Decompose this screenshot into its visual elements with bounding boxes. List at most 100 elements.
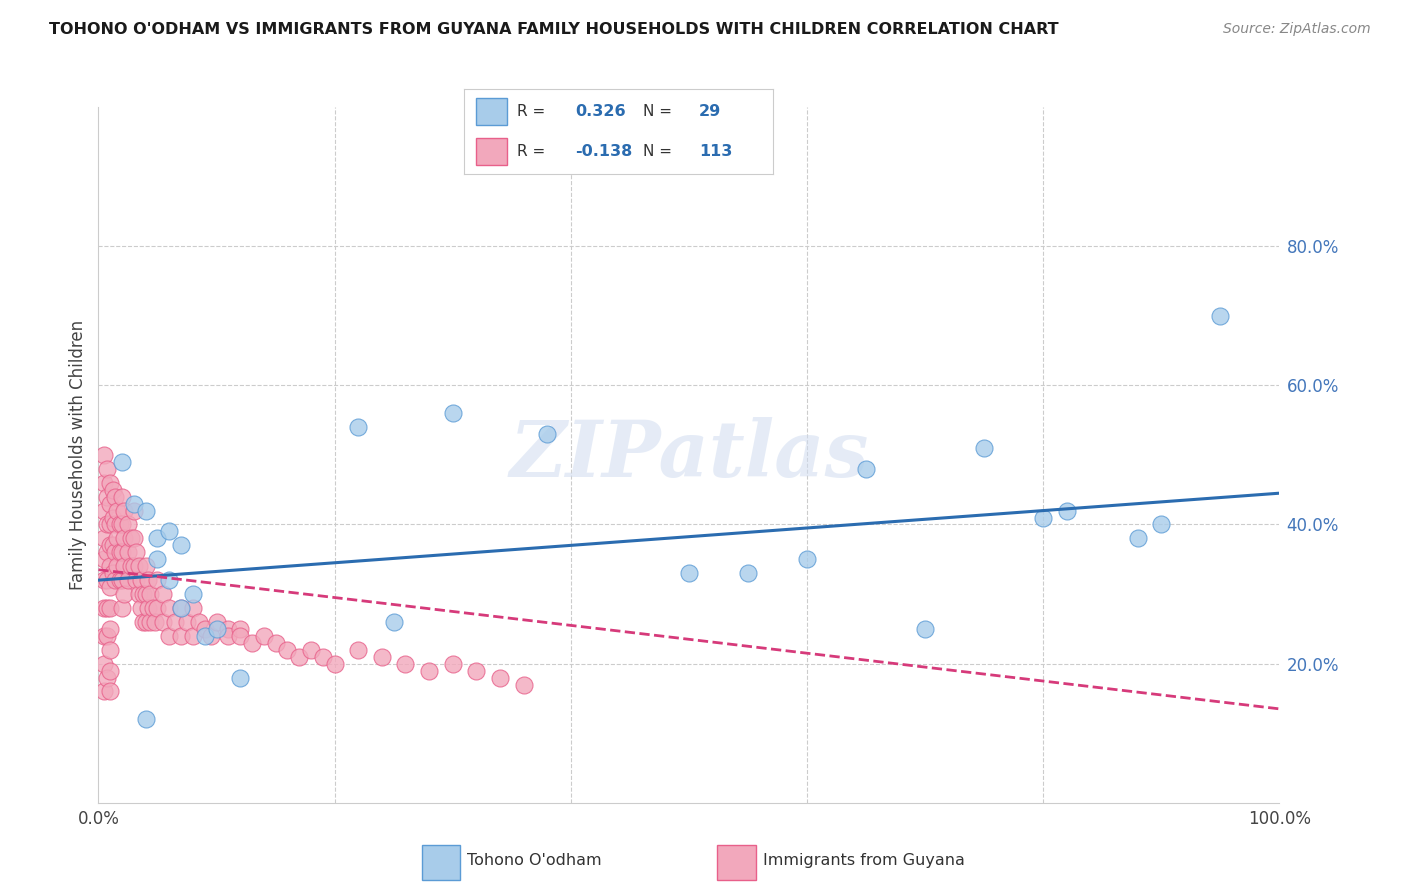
- Text: Source: ZipAtlas.com: Source: ZipAtlas.com: [1223, 22, 1371, 37]
- Point: [512, 677, 534, 691]
- Point: [441, 406, 464, 420]
- Point: [135, 587, 157, 601]
- Point: [170, 629, 193, 643]
- Point: [111, 545, 134, 559]
- Point: [152, 615, 174, 629]
- Point: [128, 559, 150, 574]
- Point: [152, 587, 174, 601]
- Point: [146, 573, 169, 587]
- Point: [276, 642, 298, 657]
- Point: [112, 559, 135, 574]
- Point: [96, 517, 118, 532]
- Point: [105, 532, 128, 546]
- Point: [157, 601, 180, 615]
- Point: [135, 559, 157, 574]
- Point: [98, 601, 121, 615]
- Point: [122, 559, 145, 574]
- FancyBboxPatch shape: [717, 845, 756, 880]
- Y-axis label: Family Households with Children: Family Households with Children: [69, 320, 87, 590]
- Point: [142, 601, 165, 615]
- Point: [229, 671, 252, 685]
- Point: [217, 622, 239, 636]
- Point: [121, 559, 143, 574]
- Point: [98, 622, 121, 636]
- Point: [973, 441, 995, 455]
- Point: [914, 622, 936, 636]
- Point: [678, 566, 700, 581]
- Point: [98, 684, 121, 698]
- Point: [108, 573, 131, 587]
- Point: [205, 615, 228, 629]
- Point: [101, 538, 124, 552]
- Point: [418, 664, 440, 678]
- Point: [96, 629, 118, 643]
- Point: [1150, 517, 1173, 532]
- Point: [217, 629, 239, 643]
- Point: [135, 503, 157, 517]
- Text: 29: 29: [699, 103, 721, 119]
- Point: [105, 559, 128, 574]
- Point: [98, 475, 121, 490]
- Point: [117, 573, 139, 587]
- Point: [101, 566, 124, 581]
- Text: ZIPatlas: ZIPatlas: [509, 417, 869, 493]
- Point: [170, 601, 193, 615]
- Point: [176, 615, 198, 629]
- Point: [129, 573, 152, 587]
- Point: [394, 657, 416, 671]
- Point: [139, 615, 162, 629]
- Point: [299, 642, 322, 657]
- Point: [112, 587, 135, 601]
- Point: [194, 622, 217, 636]
- Point: [200, 629, 222, 643]
- Point: [108, 517, 131, 532]
- Point: [96, 601, 118, 615]
- Point: [1032, 510, 1054, 524]
- Point: [96, 573, 118, 587]
- Point: [165, 615, 187, 629]
- Point: [93, 475, 115, 490]
- Point: [112, 503, 135, 517]
- Point: [855, 462, 877, 476]
- Point: [323, 657, 346, 671]
- Point: [1209, 309, 1232, 323]
- Point: [135, 615, 157, 629]
- Point: [98, 642, 121, 657]
- Point: [146, 601, 169, 615]
- Text: -0.138: -0.138: [575, 145, 633, 160]
- Point: [96, 545, 118, 559]
- Point: [1056, 503, 1078, 517]
- FancyBboxPatch shape: [422, 845, 461, 880]
- Point: [93, 684, 115, 698]
- Point: [135, 712, 157, 726]
- Point: [122, 503, 145, 517]
- Point: [101, 510, 124, 524]
- Point: [105, 503, 128, 517]
- Point: [132, 615, 155, 629]
- Point: [111, 573, 134, 587]
- Point: [194, 629, 217, 643]
- Point: [93, 601, 115, 615]
- Text: 113: 113: [699, 145, 733, 160]
- Point: [93, 448, 115, 462]
- Point: [111, 517, 134, 532]
- Point: [98, 517, 121, 532]
- Point: [93, 629, 115, 643]
- Point: [371, 649, 394, 664]
- Point: [136, 573, 159, 587]
- Point: [104, 545, 127, 559]
- FancyBboxPatch shape: [477, 138, 508, 165]
- Point: [125, 545, 148, 559]
- Point: [117, 545, 139, 559]
- Point: [465, 664, 488, 678]
- Point: [98, 497, 121, 511]
- Point: [128, 587, 150, 601]
- Point: [122, 497, 145, 511]
- Point: [157, 573, 180, 587]
- Text: Tohono O'odham: Tohono O'odham: [467, 854, 602, 868]
- Point: [93, 503, 115, 517]
- Point: [93, 552, 115, 566]
- Point: [288, 649, 311, 664]
- Text: Immigrants from Guyana: Immigrants from Guyana: [762, 854, 965, 868]
- Point: [111, 490, 134, 504]
